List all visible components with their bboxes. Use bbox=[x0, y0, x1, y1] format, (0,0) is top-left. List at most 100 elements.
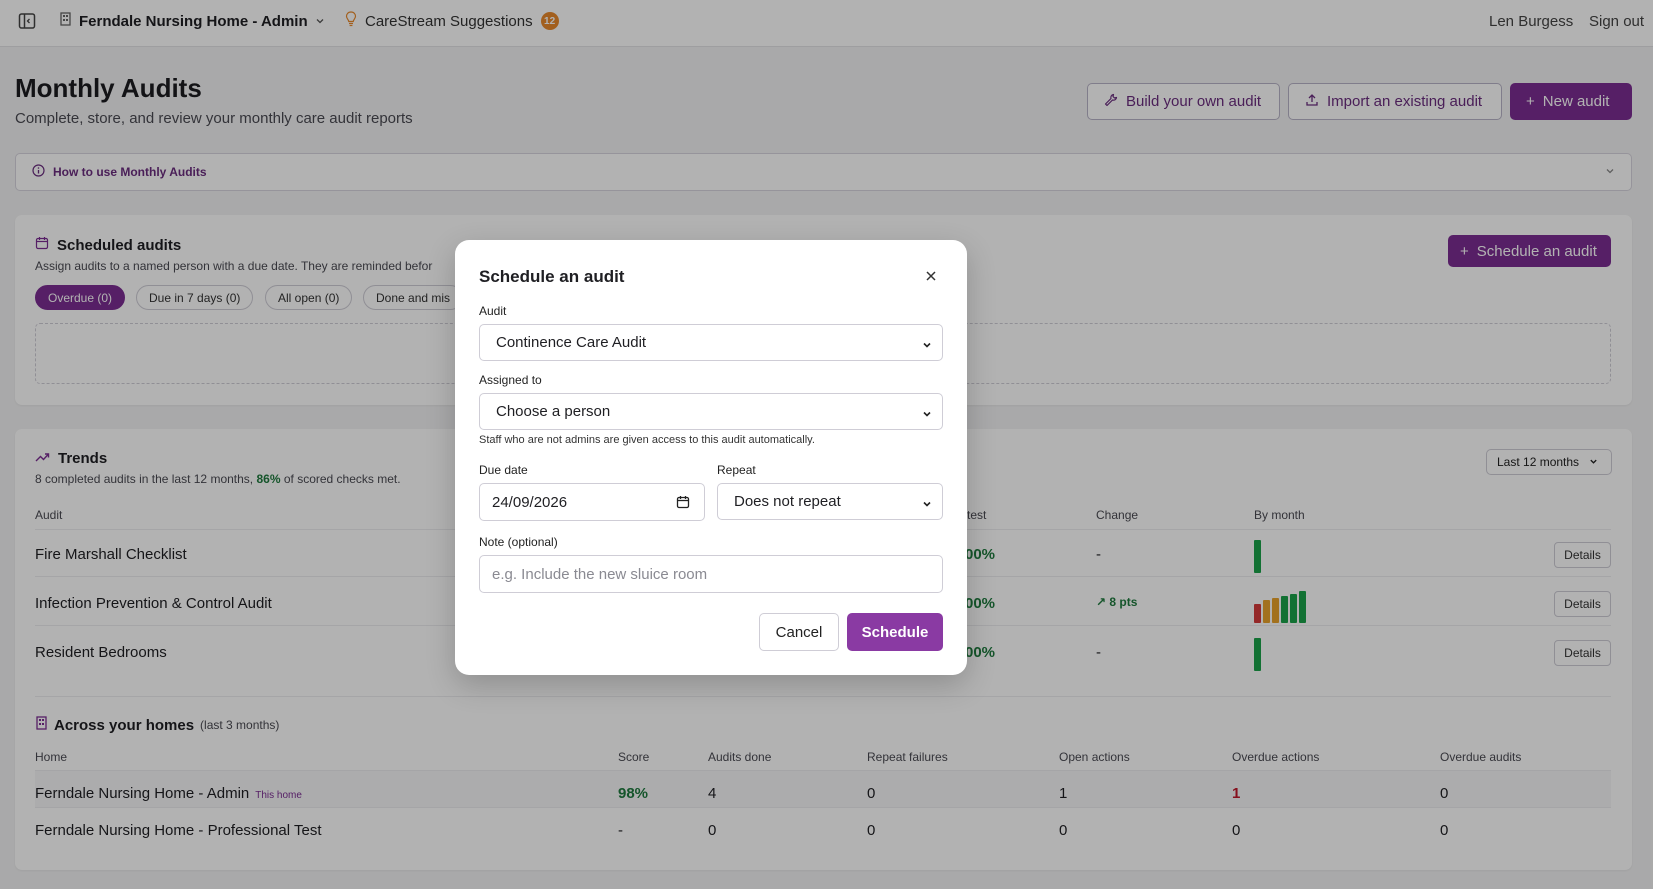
month-bar bbox=[1299, 591, 1306, 623]
repeat-select[interactable]: Does not repeat bbox=[717, 483, 943, 520]
chevron-down-icon bbox=[315, 13, 325, 30]
month-bar bbox=[1254, 638, 1261, 671]
filter-all-open[interactable]: All open (0) bbox=[265, 285, 353, 310]
col-by-month: By month bbox=[1254, 508, 1305, 522]
trends-summary-post: of scored checks met. bbox=[283, 472, 401, 486]
trend-row-latest: 00% bbox=[965, 595, 996, 612]
import-audit-button[interactable]: Import an existing audit bbox=[1288, 83, 1502, 120]
home-score: 98% bbox=[618, 785, 649, 802]
cancel-button[interactable]: Cancel bbox=[759, 613, 839, 651]
schedule-audit-button[interactable]: + Schedule an audit bbox=[1448, 235, 1611, 267]
month-bar bbox=[1254, 604, 1261, 623]
across-homes-title: Across your homes bbox=[54, 716, 195, 734]
trend-sparkbars bbox=[1254, 589, 1324, 623]
how-to-accordion[interactable]: How to use Monthly Audits bbox=[15, 153, 1632, 191]
calendar-icon bbox=[35, 236, 49, 254]
across-homes-heading: Across your homes (last 3 months) bbox=[35, 716, 279, 734]
home-open-actions: 1 bbox=[1059, 785, 1068, 802]
page-subtitle: Complete, store, and review your monthly… bbox=[15, 110, 413, 127]
filter-due-7-days[interactable]: Due in 7 days (0) bbox=[136, 285, 254, 310]
chevron-down-icon bbox=[1605, 165, 1615, 179]
lightbulb-icon bbox=[345, 11, 357, 31]
details-button[interactable]: Details bbox=[1554, 542, 1611, 568]
filter-overdue[interactable]: Overdue (0) bbox=[35, 285, 126, 310]
month-bar bbox=[1272, 598, 1279, 623]
info-icon bbox=[32, 164, 45, 180]
home-overdue-audits: 0 bbox=[1440, 785, 1449, 802]
new-audit-button[interactable]: + New audit bbox=[1510, 83, 1632, 120]
col-overdue-actions: Overdue actions bbox=[1232, 750, 1320, 764]
due-date-input[interactable]: 24/09/2026 bbox=[479, 483, 705, 521]
home-name-text: Ferndale Nursing Home - Admin bbox=[35, 785, 250, 802]
filter-done-and-missed[interactable]: Done and mis bbox=[363, 285, 464, 310]
suggestions-count-badge: 12 bbox=[540, 12, 559, 30]
chevron-down-icon bbox=[922, 406, 932, 423]
repeat-select-value: Does not repeat bbox=[734, 493, 841, 510]
home-score: - bbox=[618, 822, 623, 839]
sidebar-toggle-icon[interactable] bbox=[16, 0, 38, 42]
note-placeholder: e.g. Include the new sluice room bbox=[492, 565, 708, 583]
carestream-suggestions-link[interactable]: CareStream Suggestions 12 bbox=[345, 0, 559, 42]
col-audits-done: Audits done bbox=[708, 750, 772, 764]
table-row-highlight bbox=[35, 771, 1611, 807]
due-date-value: 24/09/2026 bbox=[492, 493, 568, 511]
across-homes-period: (last 3 months) bbox=[200, 718, 280, 732]
trend-row-change: - bbox=[1096, 644, 1101, 661]
scheduled-audits-heading: Scheduled audits bbox=[35, 236, 181, 254]
audit-select[interactable]: Continence Care Audit bbox=[479, 324, 943, 361]
home-overdue-actions: 0 bbox=[1232, 822, 1241, 839]
month-bar bbox=[1290, 594, 1297, 623]
plus-icon: + bbox=[1460, 242, 1469, 260]
audit-select-value: Continence Care Audit bbox=[496, 334, 647, 351]
chevron-down-icon bbox=[922, 496, 932, 513]
home-name: Ferndale Nursing Home - Admin bbox=[79, 12, 308, 30]
trends-summary: 8 completed audits in the last 12 months… bbox=[35, 472, 401, 486]
assigned-select-value: Choose a person bbox=[496, 403, 611, 420]
details-button[interactable]: Details bbox=[1554, 640, 1611, 666]
assigned-label: Assigned to bbox=[479, 373, 542, 387]
assigned-hint: Staff who are not admins are given acces… bbox=[479, 434, 815, 446]
upload-icon bbox=[1305, 93, 1319, 111]
home-switcher[interactable]: Ferndale Nursing Home - Admin bbox=[59, 0, 325, 42]
schedule-button[interactable]: Schedule bbox=[847, 613, 943, 651]
note-input[interactable]: e.g. Include the new sluice room bbox=[479, 555, 943, 593]
sign-out-link[interactable]: Sign out bbox=[1589, 12, 1645, 30]
close-icon[interactable] bbox=[922, 267, 940, 285]
wrench-icon bbox=[1104, 93, 1118, 111]
trend-row-name: Fire Marshall Checklist bbox=[35, 546, 187, 563]
schedule-audit-modal: Schedule an audit Audit Continence Care … bbox=[455, 240, 967, 675]
this-home-tag: This home bbox=[255, 790, 302, 801]
assigned-select[interactable]: Choose a person bbox=[479, 393, 943, 430]
calendar-icon[interactable] bbox=[676, 495, 690, 513]
col-audit: Audit bbox=[35, 508, 63, 522]
plus-icon: + bbox=[1526, 93, 1535, 110]
scheduled-audits-title: Scheduled audits bbox=[57, 236, 182, 254]
divider bbox=[35, 807, 1611, 808]
import-audit-label: Import an existing audit bbox=[1327, 93, 1483, 110]
trend-row-latest: 00% bbox=[965, 644, 996, 661]
home-open-actions: 0 bbox=[1059, 822, 1068, 839]
trend-row-change: ↗ 8 pts bbox=[1096, 595, 1138, 609]
page-title: Monthly Audits bbox=[15, 73, 202, 103]
modal-title: Schedule an audit bbox=[479, 267, 625, 286]
trends-title: Trends bbox=[58, 450, 108, 467]
divider bbox=[35, 696, 1611, 697]
note-label: Note (optional) bbox=[479, 535, 558, 549]
trend-row-change: - bbox=[1096, 546, 1101, 563]
month-bar bbox=[1254, 540, 1261, 573]
build-audit-button[interactable]: Build your own audit bbox=[1087, 83, 1280, 120]
home-audits-done: 0 bbox=[708, 822, 717, 839]
month-bar bbox=[1263, 600, 1270, 623]
home-audits-done: 4 bbox=[708, 785, 717, 802]
home-overdue-actions: 1 bbox=[1232, 785, 1241, 802]
col-change: Change bbox=[1096, 508, 1139, 522]
home-row-name: Ferndale Nursing Home - Admin This home bbox=[35, 785, 302, 802]
suggestions-label: CareStream Suggestions bbox=[365, 12, 533, 30]
user-name[interactable]: Len Burgess bbox=[1489, 12, 1574, 30]
chevron-down-icon bbox=[922, 337, 932, 354]
trends-range-select[interactable]: Last 12 months bbox=[1486, 449, 1612, 475]
trend-row-name: Infection Prevention & Control Audit bbox=[35, 595, 272, 612]
trends-range-value: Last 12 months bbox=[1497, 455, 1580, 469]
details-button[interactable]: Details bbox=[1554, 591, 1611, 617]
col-overdue-audits: Overdue audits bbox=[1440, 750, 1522, 764]
